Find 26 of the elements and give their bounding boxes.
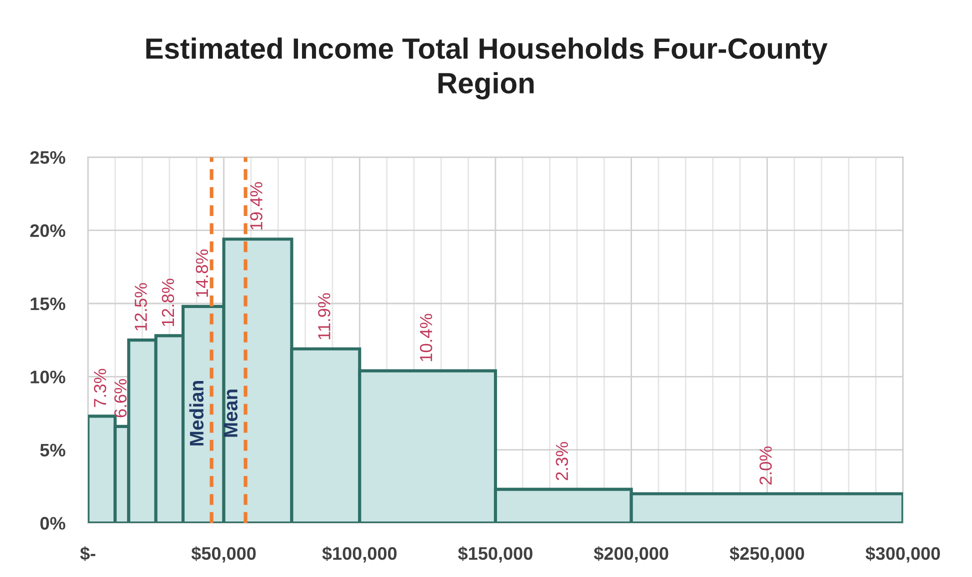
data-label: 10.4% bbox=[420, 314, 432, 362]
data-label: 11.9% bbox=[318, 293, 330, 340]
x-tick-label: $100,000 bbox=[322, 546, 397, 562]
x-tick-label: $- bbox=[80, 546, 96, 562]
x-tick-label: $300,000 bbox=[866, 546, 940, 562]
y-tick-label: 5% bbox=[40, 444, 66, 457]
y-tick-label: 0% bbox=[40, 516, 66, 530]
x-tick-label: $50,000 bbox=[191, 546, 256, 562]
x-tick-label: $150,000 bbox=[458, 546, 532, 562]
data-label: 14.8% bbox=[196, 249, 208, 297]
x-tick-label: $200,000 bbox=[594, 546, 668, 562]
y-tick-label: 20% bbox=[30, 224, 66, 238]
data-label: 2.0% bbox=[760, 446, 772, 485]
x-tick-label: $250,000 bbox=[730, 546, 804, 562]
ref-line-label: Mean bbox=[224, 390, 238, 437]
y-tick-label: 15% bbox=[30, 297, 66, 310]
chart-title: Estimated Income Total Households Four-County Region bbox=[146, 38, 828, 100]
y-tick-label: 10% bbox=[30, 370, 66, 384]
ref-line-label: Median bbox=[189, 380, 204, 446]
data-label: 12.8% bbox=[162, 278, 174, 326]
data-label: 12.5% bbox=[134, 283, 147, 330]
data-label: 19.4% bbox=[250, 182, 262, 230]
data-label: 2.3% bbox=[556, 442, 568, 480]
data-label: 7.3% bbox=[94, 368, 106, 407]
y-tick-label: 25% bbox=[30, 151, 66, 164]
data-label: 6.6% bbox=[114, 379, 127, 418]
